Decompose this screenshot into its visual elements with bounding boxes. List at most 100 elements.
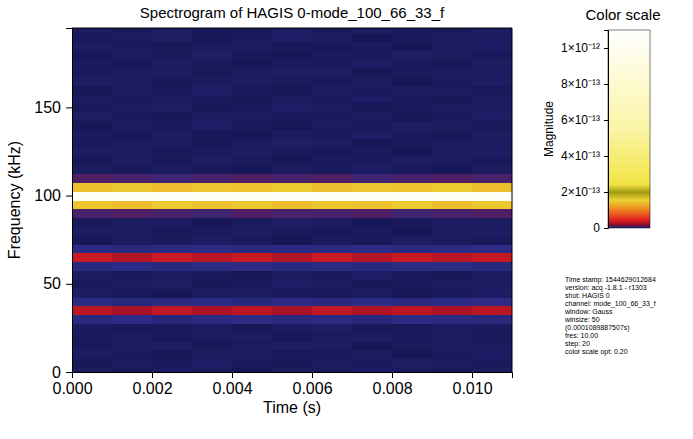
- cell: [112, 297, 153, 306]
- cell: [192, 77, 233, 86]
- cell: [72, 253, 113, 262]
- cell: [392, 350, 433, 359]
- cell: [272, 121, 313, 130]
- cell: [112, 121, 153, 130]
- cell: [472, 94, 512, 103]
- cell: [112, 32, 153, 41]
- cell: [312, 112, 353, 121]
- cell: [432, 68, 473, 77]
- cell: [392, 50, 433, 59]
- cell: [272, 226, 313, 235]
- cell: [352, 244, 393, 253]
- cell: [432, 85, 473, 94]
- cell: [72, 200, 113, 209]
- cell: [112, 271, 153, 280]
- cell: [232, 244, 273, 253]
- cell: [192, 174, 233, 183]
- plot-background: [72, 28, 512, 372]
- cell: [352, 350, 393, 359]
- cell: [232, 174, 273, 183]
- cell: [352, 28, 393, 33]
- cell: [112, 306, 153, 315]
- cell: [352, 218, 393, 227]
- cell: [192, 50, 233, 59]
- cell: [432, 129, 473, 138]
- cell: [352, 332, 393, 341]
- cell: [432, 244, 473, 253]
- cell: [112, 68, 153, 77]
- tick: 0.008: [372, 372, 412, 397]
- cell: [152, 218, 193, 227]
- cell: [432, 182, 473, 191]
- cell: [312, 350, 353, 359]
- tick: 1×10⁻¹²: [561, 41, 608, 55]
- cell: [112, 279, 153, 288]
- cell: [392, 77, 433, 86]
- tick-label: 1×10⁻¹²: [561, 41, 600, 55]
- cell: [72, 271, 113, 280]
- cell: [272, 359, 313, 368]
- info-line: fres: 10.00: [565, 332, 598, 339]
- cell: [352, 235, 393, 244]
- cell: [432, 315, 473, 324]
- cell: [152, 32, 193, 41]
- color-bar-label: Magnitude: [542, 101, 556, 157]
- cell: [232, 147, 273, 156]
- cell: [72, 41, 113, 50]
- cell: [152, 306, 193, 315]
- cell: [472, 350, 512, 359]
- cell: [432, 253, 473, 262]
- cell: [192, 288, 233, 297]
- cell: [232, 191, 273, 200]
- cell: [312, 341, 353, 350]
- cell: [192, 209, 233, 218]
- cell: [272, 271, 313, 280]
- cell: [72, 32, 113, 41]
- cell: [312, 279, 353, 288]
- tick-mark: [604, 48, 608, 49]
- cell: [152, 262, 193, 271]
- cell: [72, 59, 113, 68]
- cell: [472, 209, 512, 218]
- tick: 4×10⁻¹³: [561, 149, 608, 163]
- cell: [272, 129, 313, 138]
- cell: [432, 359, 473, 368]
- color-axis: 02×10⁻¹³4×10⁻¹³6×10⁻¹³8×10⁻¹³1×10⁻¹²: [561, 31, 609, 236]
- cell: [432, 368, 473, 372]
- cell: [272, 306, 313, 315]
- cell: [312, 359, 353, 368]
- cell: [312, 235, 353, 244]
- cell: [192, 182, 233, 191]
- cell: [432, 200, 473, 209]
- cell: [152, 332, 193, 341]
- cell: [312, 226, 353, 235]
- cell: [352, 288, 393, 297]
- cell: [472, 138, 512, 147]
- cell: [72, 94, 113, 103]
- cell: [392, 138, 433, 147]
- cell: [352, 147, 393, 156]
- cell: [272, 156, 313, 165]
- cell: [152, 94, 193, 103]
- cell: [392, 218, 433, 227]
- cell: [192, 315, 233, 324]
- tick: 8×10⁻¹³: [561, 77, 608, 91]
- cell: [192, 200, 233, 209]
- cell: [352, 94, 393, 103]
- tick: 6×10⁻¹³: [561, 113, 608, 127]
- tick: 0.006: [292, 372, 332, 397]
- cell: [232, 218, 273, 227]
- cell: [392, 359, 433, 368]
- axis-line: [604, 31, 609, 229]
- cell: [472, 323, 512, 332]
- tick: 0: [52, 364, 72, 381]
- cell: [352, 129, 393, 138]
- cell: [312, 297, 353, 306]
- tick-mark: [604, 84, 608, 85]
- info-line: shot: HAGIS 0: [565, 292, 610, 299]
- cell: [392, 191, 433, 200]
- color-bar: [608, 30, 650, 228]
- tick-mark: [232, 372, 233, 378]
- cell: [72, 244, 113, 253]
- cell: [232, 350, 273, 359]
